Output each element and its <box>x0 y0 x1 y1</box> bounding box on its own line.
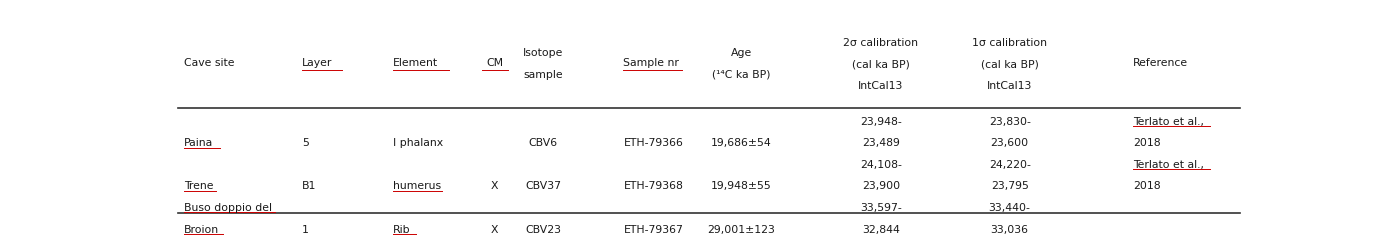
Text: 2018: 2018 <box>1133 182 1161 192</box>
Text: Age: Age <box>731 48 752 58</box>
Text: Cave site: Cave site <box>184 58 234 68</box>
Text: 5: 5 <box>302 138 309 148</box>
Text: IntCal13: IntCal13 <box>858 81 904 91</box>
Text: 29,001±123: 29,001±123 <box>707 225 775 235</box>
Text: (¹⁴C ka BP): (¹⁴C ka BP) <box>713 70 771 80</box>
Text: 23,795: 23,795 <box>991 182 1028 192</box>
Text: sample: sample <box>523 70 563 80</box>
Text: Layer: Layer <box>302 58 332 68</box>
Text: 33,597-: 33,597- <box>859 203 902 213</box>
Text: 2018: 2018 <box>1133 138 1161 148</box>
Text: Terlato et al.,: Terlato et al., <box>1133 117 1204 127</box>
Text: 23,900: 23,900 <box>862 182 900 192</box>
Text: 33,036: 33,036 <box>991 225 1028 235</box>
Text: Element: Element <box>393 58 437 68</box>
Text: X: X <box>491 182 498 192</box>
Text: 2σ calibration: 2σ calibration <box>843 38 919 48</box>
Text: CBV37: CBV37 <box>525 182 561 192</box>
Text: CBV6: CBV6 <box>529 138 558 148</box>
Text: Broion: Broion <box>184 225 219 235</box>
Text: 1: 1 <box>302 225 309 235</box>
Text: X: X <box>491 225 498 235</box>
Text: humerus: humerus <box>393 182 441 192</box>
Text: ETH-79368: ETH-79368 <box>623 182 684 192</box>
Text: 32,844: 32,844 <box>862 225 900 235</box>
Text: 19,686±54: 19,686±54 <box>711 138 772 148</box>
Text: Terlato et al.,: Terlato et al., <box>1133 160 1204 170</box>
Text: CM: CM <box>486 58 504 68</box>
Text: 24,108-: 24,108- <box>859 160 902 170</box>
Text: 23,489: 23,489 <box>862 138 900 148</box>
Text: 19,948±55: 19,948±55 <box>711 182 772 192</box>
Text: Paina: Paina <box>184 138 213 148</box>
Text: B1: B1 <box>302 182 316 192</box>
Text: Trene: Trene <box>184 182 213 192</box>
Text: ETH-79367: ETH-79367 <box>623 225 684 235</box>
Text: Isotope: Isotope <box>523 48 563 58</box>
Text: 23,600: 23,600 <box>991 138 1028 148</box>
Text: 23,830-: 23,830- <box>988 117 1031 127</box>
Text: (cal ka BP): (cal ka BP) <box>853 59 909 69</box>
Text: 33,440-: 33,440- <box>988 203 1031 213</box>
Text: Rib: Rib <box>393 225 411 235</box>
Text: I phalanx: I phalanx <box>393 138 443 148</box>
Text: 24,220-: 24,220- <box>988 160 1031 170</box>
Text: 23,948-: 23,948- <box>859 117 902 127</box>
Text: Reference: Reference <box>1133 58 1187 68</box>
Text: 1σ calibration: 1σ calibration <box>972 38 1048 48</box>
Text: IntCal13: IntCal13 <box>987 81 1032 91</box>
Text: CBV23: CBV23 <box>525 225 561 235</box>
Text: Sample nr: Sample nr <box>623 58 680 68</box>
Text: Buso doppio del: Buso doppio del <box>184 203 271 213</box>
Text: ETH-79366: ETH-79366 <box>623 138 684 148</box>
Text: (cal ka BP): (cal ka BP) <box>981 59 1038 69</box>
